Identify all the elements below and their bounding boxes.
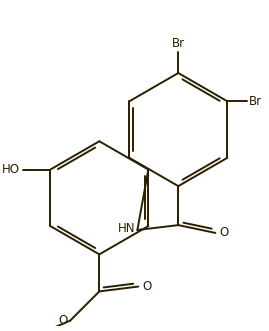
Text: O: O [58,314,67,327]
Text: O: O [142,280,151,293]
Text: HN: HN [118,221,135,235]
Text: Br: Br [249,95,262,108]
Text: HO: HO [2,163,20,176]
Text: O: O [219,226,229,239]
Text: Br: Br [172,37,185,50]
